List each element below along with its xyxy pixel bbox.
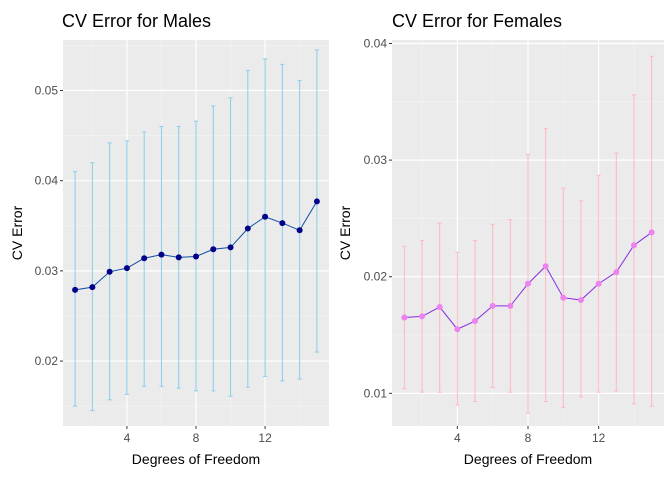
- data-point: [210, 246, 217, 253]
- data-point: [279, 220, 286, 227]
- data-point: [472, 318, 479, 325]
- x-tick-label: 4: [124, 431, 131, 445]
- data-point: [648, 229, 655, 236]
- x-axis-label: Degrees of Freedom: [132, 451, 260, 467]
- y-tick-label: 0.02: [364, 270, 388, 284]
- data-point: [401, 314, 408, 321]
- data-point: [158, 251, 165, 258]
- y-tick-label: 0.04: [35, 174, 59, 188]
- data-point: [560, 294, 567, 301]
- data-point: [630, 242, 637, 249]
- data-point: [507, 302, 514, 309]
- y-axis-label: CV Error: [337, 205, 353, 260]
- y-axis-label: CV Error: [9, 205, 25, 260]
- data-point: [123, 265, 130, 272]
- data-point: [454, 326, 461, 333]
- y-tick-label: 0.02: [35, 354, 59, 368]
- data-point: [244, 225, 251, 232]
- data-point: [525, 280, 531, 287]
- data-point: [542, 263, 549, 270]
- data-point: [227, 244, 234, 251]
- x-tick-label: 4: [454, 431, 461, 445]
- data-point: [193, 253, 199, 260]
- x-tick-label: 8: [525, 431, 532, 445]
- males-chart-svg: 0.02 0.03 0.04 0.05 4 8 12 Degrees of Freedom CV…: [9, 40, 329, 467]
- data-point: [595, 280, 602, 287]
- data-point: [89, 284, 96, 291]
- data-point: [577, 297, 584, 304]
- males-chart-panel: CV Error for Males 0.02 0.03 0.04 0.05 4 8 12 D…: [0, 0, 336, 480]
- data-point: [296, 227, 303, 234]
- females-chart-panel: CV Error for Females 0.01 0.02 0.03 0.04 4 8 1…: [336, 0, 672, 480]
- data-point: [141, 255, 148, 262]
- y-tick-label: 0.05: [35, 84, 59, 98]
- x-tick-label: 8: [193, 431, 200, 445]
- x-tick-label: 12: [258, 431, 272, 445]
- x-tick-label: 12: [592, 431, 606, 445]
- data-point: [72, 286, 79, 293]
- data-point: [489, 302, 496, 309]
- data-point: [313, 198, 320, 205]
- data-point: [106, 268, 113, 275]
- data-point: [419, 313, 426, 320]
- data-point: [262, 213, 269, 220]
- chart-title: CV Error for Males: [62, 11, 212, 31]
- chart-title: CV Error for Females: [392, 11, 563, 31]
- data-point: [175, 254, 182, 261]
- data-point: [613, 269, 620, 276]
- x-axis-label: Degrees of Freedom: [464, 451, 592, 467]
- y-tick-label: 0.03: [364, 153, 388, 167]
- data-point: [436, 304, 443, 311]
- y-tick-label: 0.03: [35, 264, 59, 278]
- y-tick-label: 0.04: [364, 36, 388, 50]
- y-tick-label: 0.01: [364, 386, 388, 400]
